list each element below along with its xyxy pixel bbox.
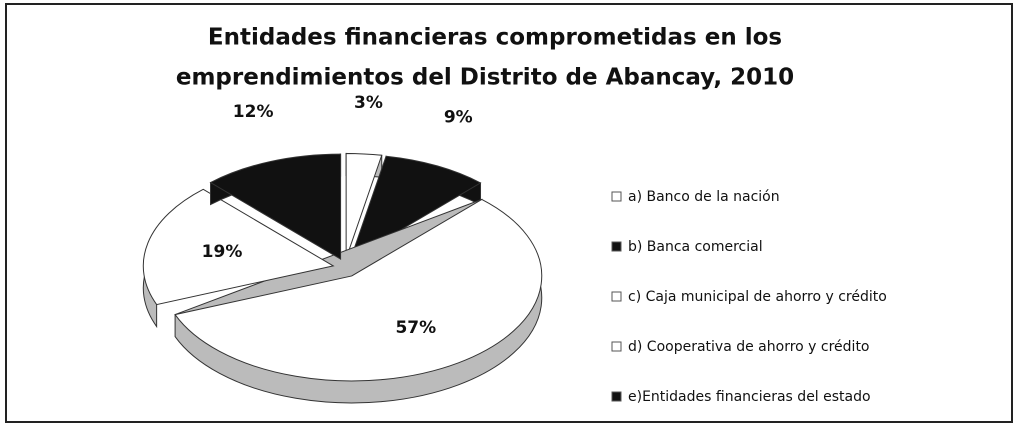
data-label: 3% [354, 93, 383, 113]
pie-slice [345, 152, 383, 259]
pie-slice [349, 155, 482, 261]
legend-swatch [611, 241, 622, 252]
data-label: 57% [395, 318, 436, 338]
chart-title: Entidades financieras comprometidas en l… [208, 25, 782, 51]
legend-swatch [611, 291, 622, 302]
legend-swatch [611, 341, 622, 352]
legend-label: d) Cooperativa de ahorro y crédito [628, 339, 870, 355]
legend-label: c) Caja municipal de ahorro y crédito [628, 289, 887, 305]
legend-label: a) Banco de la nación [628, 189, 780, 205]
legend-label: e)Entidades financieras del estado [628, 389, 871, 405]
data-label: 19% [202, 242, 243, 262]
legend-label: b) Banca comercial [628, 239, 763, 255]
legend-swatch [611, 191, 622, 202]
chart-title: emprendimientos del Distrito de Abancay,… [176, 65, 794, 91]
pie-slice [209, 153, 342, 260]
frame [5, 3, 1013, 423]
pie-slice [174, 198, 543, 382]
data-label: 12% [233, 102, 274, 122]
data-label: 9% [444, 108, 473, 128]
pie-slice [142, 188, 335, 306]
legend-swatch [611, 391, 622, 402]
